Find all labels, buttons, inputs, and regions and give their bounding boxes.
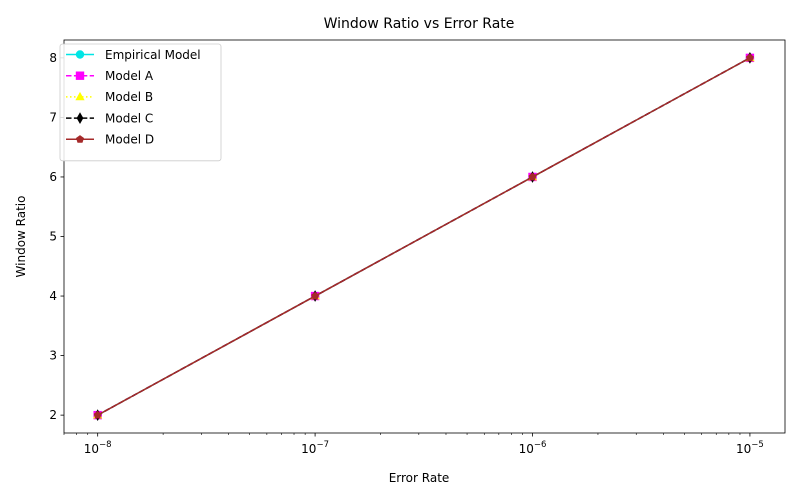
y-tick-label: 8 xyxy=(49,51,57,65)
plot-area: 10−8 10−7 10−6 10−5 2 3 4 5 6 7 8 xyxy=(49,39,786,456)
x-axis-label: Error Rate xyxy=(389,471,450,485)
legend-marker-3 xyxy=(76,112,84,124)
axes-frame xyxy=(63,39,786,434)
y-tick-label: 4 xyxy=(49,289,57,303)
x-tick-label: 10−8 xyxy=(84,440,112,456)
legend-marker-1 xyxy=(75,71,85,80)
data-point-s4-p2 xyxy=(528,172,537,181)
chart-title: Window Ratio vs Error Rate xyxy=(324,16,515,32)
x-tick-label: 10−5 xyxy=(736,440,764,456)
y-tick-label: 5 xyxy=(49,230,57,244)
legend-box xyxy=(59,43,222,162)
series-line-4 xyxy=(97,57,751,416)
legend: Empirical Model Model A Model B Model C Mode… xyxy=(59,43,222,162)
y-axis-label: Window Ratio xyxy=(14,196,28,278)
legend-label: Model C xyxy=(105,111,153,125)
legend-label: Model D xyxy=(105,133,154,147)
y-tick-label: 3 xyxy=(49,349,57,363)
data-point-s4-p1 xyxy=(311,291,320,300)
x-tick-label: 10−7 xyxy=(301,440,329,456)
legend-marker-2 xyxy=(75,91,85,101)
legend-label: Model B xyxy=(105,90,153,104)
x-tick-label: 10−6 xyxy=(519,440,547,456)
y-tick-label: 2 xyxy=(49,408,57,422)
legend-label: Empirical Model xyxy=(105,48,201,62)
data-point-s4-p0 xyxy=(93,410,102,419)
y-tick-label: 6 xyxy=(49,170,57,184)
y-tick-label: 7 xyxy=(49,110,57,124)
legend-marker-4 xyxy=(76,135,84,143)
legend-label: Model A xyxy=(105,69,154,83)
legend-marker-0 xyxy=(75,50,85,59)
data-point-s4-p3 xyxy=(745,53,754,62)
